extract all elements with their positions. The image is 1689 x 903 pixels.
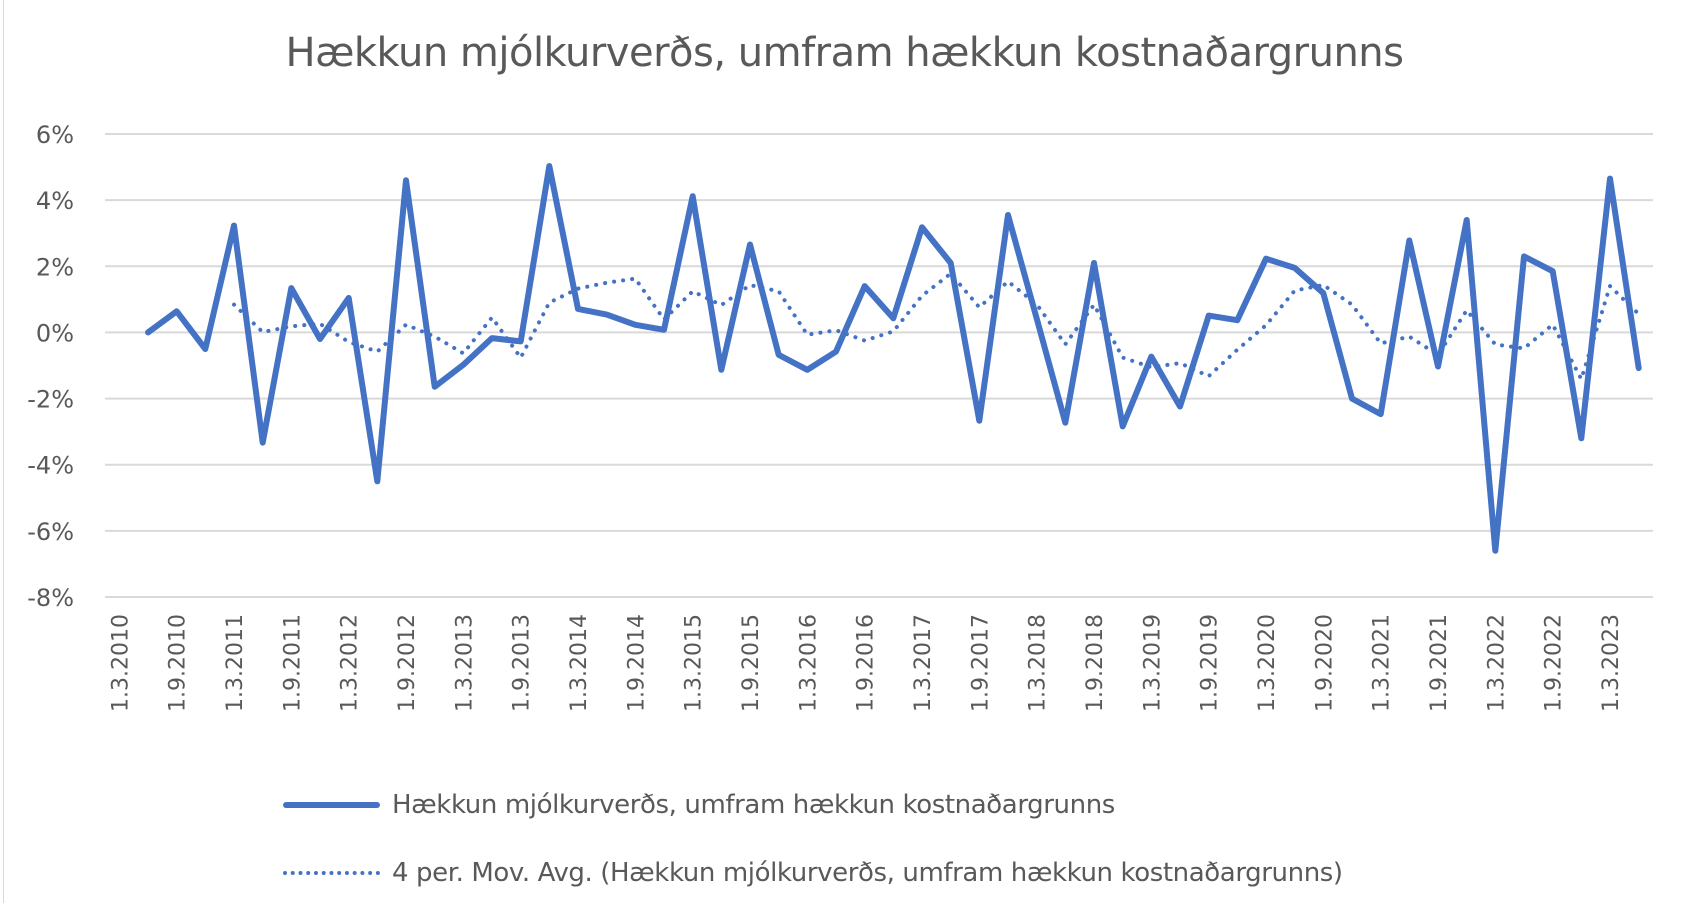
y-tick-label: -8%: [27, 584, 74, 612]
x-tick-label: 1.3.2018: [1026, 614, 1051, 712]
y-tick-label: 2%: [36, 253, 74, 281]
y-axis-labels: 6% 4% 2% 0% -2% -4% -6% -8%: [27, 121, 74, 612]
x-tick-label: 1.3.2011: [223, 614, 248, 712]
legend-item-series: Hækkun mjólkurverðs, umfram hækkun kostn…: [283, 790, 1115, 820]
x-tick-label: 1.9.2010: [166, 614, 191, 712]
y-tick-label: 4%: [36, 187, 74, 215]
series-line: [145, 163, 1642, 554]
y-tick-label: -4%: [27, 452, 74, 480]
x-tick-label: 1.9.2018: [1083, 614, 1108, 712]
y-tick-label: -2%: [27, 386, 74, 414]
x-tick-label: 1.3.2021: [1370, 614, 1395, 712]
x-tick-label: 1.3.2012: [338, 614, 363, 712]
legend-dotted-line-icon: [283, 871, 380, 875]
x-tick-label: 1.9.2022: [1542, 614, 1567, 712]
legend-series-label: Hækkun mjólkurverðs, umfram hækkun kostn…: [392, 790, 1115, 820]
legend-trend-label: 4 per. Mov. Avg. (Hækkun mjólkurverðs, u…: [392, 858, 1343, 888]
chart-title: Hækkun mjólkurverðs, umfram hækkun kostn…: [285, 30, 1404, 76]
x-tick-label: 1.9.2020: [1312, 614, 1337, 712]
legend-item-moving-average: 4 per. Mov. Avg. (Hækkun mjólkurverðs, u…: [283, 858, 1343, 888]
x-axis-labels: 1.3.2010 1.9.2010 1.3.2011 1.9.2011 1.3.2012…: [108, 614, 1624, 712]
x-tick-label: 1.3.2022: [1484, 614, 1509, 712]
gridlines: [105, 133, 1653, 598]
moving-average-line: [232, 271, 1641, 382]
x-tick-label: 1.9.2017: [968, 614, 993, 712]
x-tick-label: 1.3.2023: [1599, 614, 1624, 712]
x-tick-label: 1.9.2014: [624, 614, 649, 712]
x-tick-label: 1.9.2011: [280, 614, 305, 712]
x-tick-label: 1.3.2020: [1255, 614, 1280, 712]
x-tick-label: 1.9.2013: [510, 614, 535, 712]
y-tick-label: 6%: [36, 121, 74, 149]
legend-solid-line-icon: [283, 802, 380, 808]
x-tick-label: 1.9.2019: [1198, 614, 1223, 712]
x-tick-label: 1.3.2010: [108, 614, 133, 712]
x-tick-label: 1.3.2014: [567, 614, 592, 712]
x-tick-label: 1.3.2013: [452, 614, 477, 712]
x-tick-label: 1.9.2016: [854, 614, 879, 712]
x-tick-label: 1.3.2019: [1140, 614, 1165, 712]
x-tick-label: 1.3.2015: [682, 614, 707, 712]
y-tick-label: -6%: [27, 518, 74, 546]
x-tick-label: 1.9.2012: [395, 614, 420, 712]
x-tick-label: 1.3.2016: [796, 614, 821, 712]
chart-frame: [3, 0, 1689, 903]
x-tick-label: 1.9.2015: [739, 614, 764, 712]
y-tick-label: 0%: [36, 319, 74, 347]
x-tick-label: 1.9.2021: [1427, 614, 1452, 712]
x-tick-label: 1.3.2017: [911, 614, 936, 712]
